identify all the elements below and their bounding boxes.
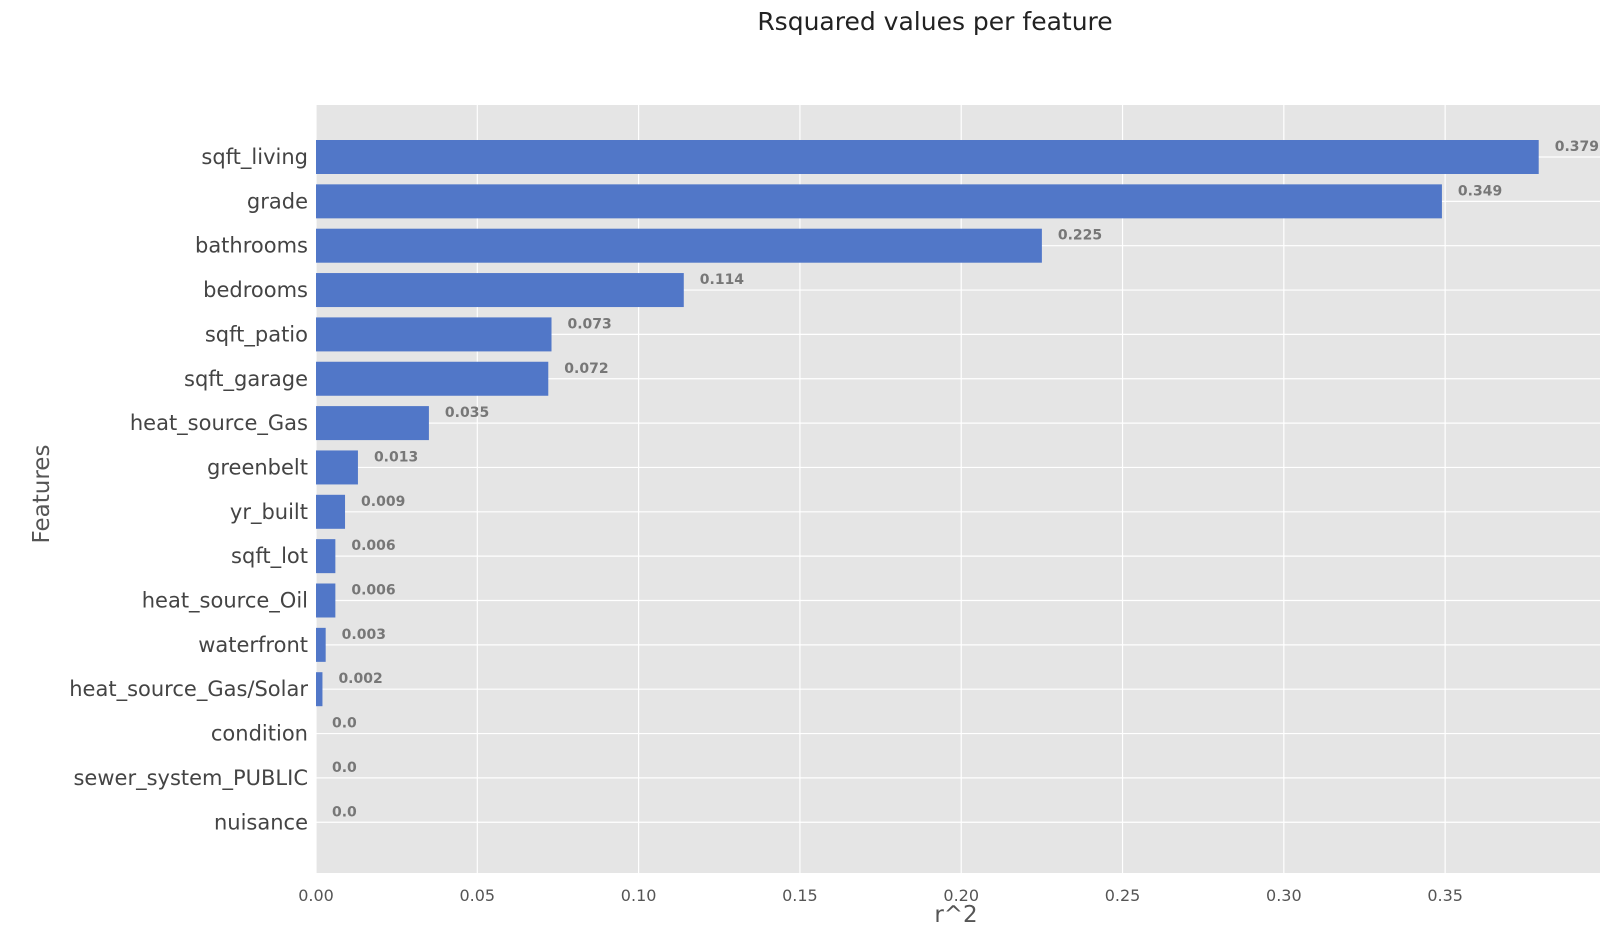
y-tick-label: heat_source_Gas <box>130 411 308 436</box>
y-tick-label: waterfront <box>198 633 308 657</box>
chart-title: Rsquared values per feature <box>757 7 1112 36</box>
bar-value-label: 0.002 <box>338 671 382 687</box>
y-tick-label: greenbelt <box>207 455 308 479</box>
x-tick-label: 0.35 <box>1427 886 1463 905</box>
x-tick-label: 0.15 <box>782 886 818 905</box>
bar-value-label: 0.379 <box>1555 139 1599 155</box>
bar <box>316 406 429 441</box>
y-tick-label: heat_source_Gas/Solar <box>69 677 308 702</box>
y-tick-label: heat_source_Oil <box>142 589 308 614</box>
bar-value-label: 0.225 <box>1058 228 1102 244</box>
bar <box>316 672 323 707</box>
bar <box>316 140 1539 174</box>
x-tick-labels: 0.00 0.05 0.10 0.15 0.20 0.25 0.30 0.35 <box>298 886 1463 905</box>
bar <box>316 361 549 396</box>
bar <box>316 539 336 574</box>
bar-value-label: 0.009 <box>361 494 405 510</box>
bar <box>316 184 1442 219</box>
y-tick-label: bathrooms <box>195 234 308 258</box>
bar <box>316 273 684 308</box>
x-tick-label: 0.05 <box>459 886 495 905</box>
bar-value-label: 0.006 <box>351 538 395 554</box>
bar-value-label: 0.003 <box>342 627 386 643</box>
x-tick-label: 0.25 <box>1105 886 1141 905</box>
y-tick-label: condition <box>211 722 308 746</box>
x-tick-label: 0.10 <box>621 886 657 905</box>
bar-value-label: 0.073 <box>568 316 612 332</box>
x-tick-label: 0.00 <box>298 886 334 905</box>
y-tick-label: sqft_lot <box>231 544 308 569</box>
y-tick-label: sewer_system_PUBLIC <box>73 766 308 791</box>
bar <box>316 317 552 352</box>
bar-value-label: 0.072 <box>564 361 608 377</box>
y-tick-label: sqft_garage <box>184 367 308 392</box>
bar-value-label: 0.035 <box>445 405 489 421</box>
bar-value-label: 0.114 <box>700 272 745 288</box>
bar <box>316 450 358 485</box>
bar-value-label: 0.013 <box>374 449 418 465</box>
y-tick-label: yr_built <box>230 500 308 525</box>
x-axis-title: r^2 <box>934 902 977 928</box>
x-tick-label: 0.20 <box>943 886 979 905</box>
bar-value-label: 0.0 <box>332 804 357 820</box>
bar <box>316 494 346 529</box>
y-tick-label: grade <box>247 189 308 213</box>
y-tick-label: bedrooms <box>203 278 308 302</box>
y-tick-label: sqft_living <box>201 145 308 170</box>
bar <box>316 583 336 618</box>
bar-value-label: 0.349 <box>1458 183 1502 199</box>
bar-value-label: 0.006 <box>351 583 395 599</box>
bar-value-label: 0.0 <box>332 760 357 776</box>
x-tick-label: 0.30 <box>1266 886 1302 905</box>
bars <box>316 140 1539 707</box>
plot-area <box>316 105 1600 873</box>
bar-value-label: 0.0 <box>332 716 357 732</box>
bar-value-labels: 0.379 0.349 0.225 0.114 0.073 0.072 0.035 0.013… <box>332 139 1599 820</box>
y-axis-title: Features <box>29 445 55 544</box>
bar <box>316 627 326 662</box>
bar <box>316 228 1042 263</box>
y-tick-label: sqft_patio <box>205 322 308 347</box>
y-tick-label: nuisance <box>214 810 308 834</box>
